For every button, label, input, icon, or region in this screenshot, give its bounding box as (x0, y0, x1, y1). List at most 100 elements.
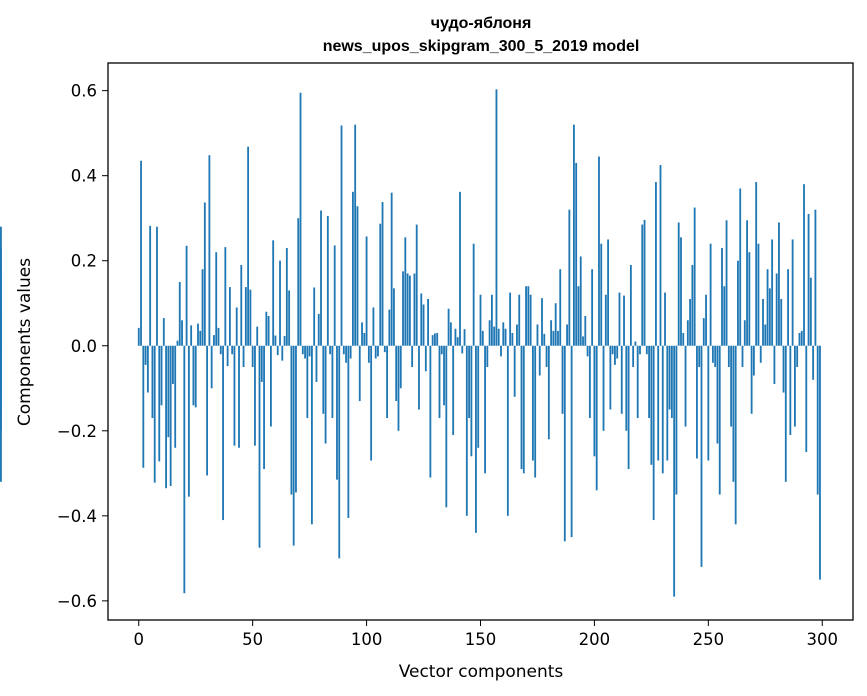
bar (787, 269, 789, 346)
bar (584, 315, 587, 346)
bar (778, 222, 780, 346)
bar (165, 345, 168, 489)
bar (634, 341, 637, 346)
bar (162, 318, 165, 346)
bar (609, 345, 612, 410)
bar (181, 320, 183, 346)
bar (632, 345, 635, 368)
bar (324, 345, 327, 444)
y-tick-label: 0.6 (71, 82, 97, 101)
bar (746, 220, 748, 346)
bar (456, 337, 459, 346)
bar (313, 287, 316, 346)
bar (607, 239, 609, 346)
bar (670, 345, 673, 419)
bar (0, 345, 2, 482)
bar (142, 345, 145, 468)
bar (655, 182, 657, 346)
bar (415, 224, 418, 346)
bar (445, 345, 448, 508)
bar (224, 247, 227, 346)
bar (582, 336, 584, 346)
bar (773, 345, 776, 385)
bar (693, 207, 696, 346)
bar (231, 345, 234, 355)
bar (390, 192, 393, 346)
bar-series (0, 89, 821, 597)
bar (716, 345, 719, 444)
bar (160, 345, 163, 406)
bar (812, 345, 815, 380)
bar (645, 345, 648, 355)
bar (782, 345, 785, 393)
bar (427, 298, 430, 346)
bar (541, 298, 543, 346)
bar (283, 335, 286, 346)
bar (199, 330, 202, 346)
x-tick-label: 0 (134, 630, 145, 649)
y-tick-label: −0.6 (57, 592, 97, 611)
y-axis-ticks: −0.6 −0.4 −0.2 0.0 0.2 0.4 0.6 (57, 82, 108, 611)
bar (290, 345, 293, 495)
bar (208, 155, 211, 346)
bar (486, 345, 489, 368)
bar (780, 298, 783, 346)
bar (739, 188, 742, 346)
bar (816, 345, 819, 495)
bar (639, 345, 641, 355)
bar (137, 327, 140, 346)
bar (714, 345, 717, 368)
bar (146, 345, 149, 393)
bar (386, 345, 388, 419)
bar (379, 223, 382, 346)
bar (301, 345, 304, 355)
bar (743, 320, 746, 346)
bar (361, 322, 363, 346)
x-tick-label: 50 (242, 630, 263, 649)
bar (322, 345, 325, 414)
bar (454, 328, 457, 346)
bar (602, 345, 605, 431)
chart-title-line-1: чудо-яблоня (431, 15, 532, 32)
bar (771, 239, 774, 346)
bar (169, 345, 172, 487)
bar (395, 345, 398, 402)
bar (579, 256, 582, 346)
bar (506, 345, 509, 516)
bar (0, 345, 2, 385)
bar (352, 191, 354, 346)
bar (730, 345, 733, 427)
bar (475, 345, 477, 533)
bar (276, 345, 279, 356)
bar (0, 328, 2, 346)
bar (711, 345, 714, 363)
bar (659, 165, 662, 346)
bar (611, 345, 614, 355)
bar (258, 345, 261, 548)
bar (192, 345, 195, 406)
bar (397, 345, 400, 431)
bar (443, 345, 445, 406)
bar (440, 345, 443, 355)
bar (796, 345, 799, 368)
bar (340, 125, 343, 346)
bar (176, 340, 179, 346)
bar (367, 345, 370, 363)
bar (657, 345, 660, 461)
bar (557, 330, 559, 346)
bar (511, 333, 514, 346)
bar (399, 345, 402, 389)
bar (203, 202, 206, 346)
bar (502, 322, 505, 346)
bar (673, 345, 676, 597)
bar (247, 146, 250, 346)
bar (666, 345, 669, 461)
bar (358, 345, 361, 402)
y-tick-label: −0.2 (57, 422, 97, 441)
bar (158, 345, 161, 462)
bar (793, 345, 796, 427)
bar (281, 345, 284, 361)
bar (452, 345, 455, 436)
bar (750, 345, 753, 414)
